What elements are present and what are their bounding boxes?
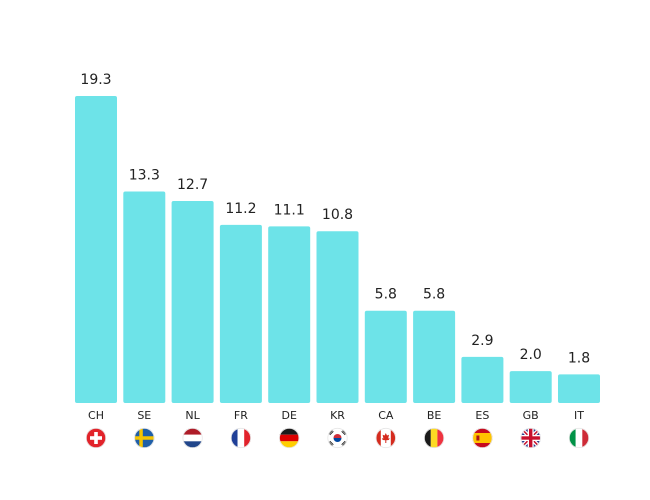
switzerland-flag-ring <box>85 427 107 449</box>
value-labels-group: 19.3 13.3 12.7 11.2 11.1 10.8 5.8 5.8 2.9 2.0 1.8 <box>80 72 590 366</box>
category-label-ch: CH <box>88 409 104 422</box>
bar-nl <box>171 200 214 403</box>
france-flag-ring <box>230 427 251 449</box>
netherlands-flag-icon <box>182 428 203 448</box>
belgium-flag-ring <box>423 427 445 449</box>
bar-be <box>413 310 456 403</box>
netherlands-flag-ring <box>182 427 203 449</box>
south-korea-flag-ring <box>327 427 348 449</box>
value-label-ch: 19.3 <box>80 72 111 88</box>
united-kingdom-flag-ring <box>520 427 541 449</box>
category-label-se: SE <box>137 409 151 422</box>
category-label-es: ES <box>475 409 489 422</box>
canada-flag-ring <box>375 427 396 449</box>
bars-group <box>75 96 600 403</box>
value-label-nl: 12.7 <box>177 177 208 193</box>
spain-flag-icon <box>472 428 493 448</box>
value-label-be: 5.8 <box>423 287 445 303</box>
category-label-be: BE <box>427 409 442 422</box>
category-label-nl: NL <box>185 409 200 422</box>
category-label-kr: KR <box>330 409 345 422</box>
bar-se <box>123 191 166 403</box>
switzerland-flag-icon <box>86 428 106 448</box>
value-label-es: 2.9 <box>471 333 493 349</box>
value-label-fr: 11.2 <box>225 201 256 217</box>
bar-ch <box>75 96 117 403</box>
belgium-flag-icon <box>424 428 445 448</box>
bar-ca <box>364 310 407 403</box>
sweden-flag-ring <box>134 427 155 449</box>
category-label-ca: CA <box>378 409 394 422</box>
germany-flag-ring <box>279 427 300 449</box>
sweden-flag-icon <box>134 428 155 448</box>
bar-kr <box>316 231 359 403</box>
italy-flag-ring <box>568 427 590 449</box>
france-flag-icon <box>230 428 251 448</box>
category-label-de: DE <box>281 409 296 422</box>
value-label-kr: 10.8 <box>322 207 353 223</box>
bar-it <box>558 374 600 403</box>
category-labels-group: CH SE NL FR DE KR CA BE ES GB IT <box>88 409 584 422</box>
value-label-de: 11.1 <box>274 202 305 218</box>
canada-flag-icon <box>375 428 396 448</box>
flag-icons-group <box>85 427 590 449</box>
value-label-ca: 5.8 <box>375 287 397 303</box>
spain-flag-ring <box>472 427 493 449</box>
category-label-fr: FR <box>234 409 248 422</box>
category-label-it: IT <box>574 409 584 422</box>
category-label-gb: GB <box>523 409 539 422</box>
germany-flag-icon <box>279 428 300 448</box>
value-label-gb: 2.0 <box>520 347 542 363</box>
bar-de <box>268 226 311 403</box>
bar-gb <box>509 371 552 403</box>
value-label-se: 13.3 <box>129 167 160 183</box>
bar-fr <box>219 224 262 403</box>
bar-es <box>461 356 504 403</box>
italy-flag-icon <box>569 428 589 448</box>
value-label-it: 1.8 <box>568 350 590 366</box>
